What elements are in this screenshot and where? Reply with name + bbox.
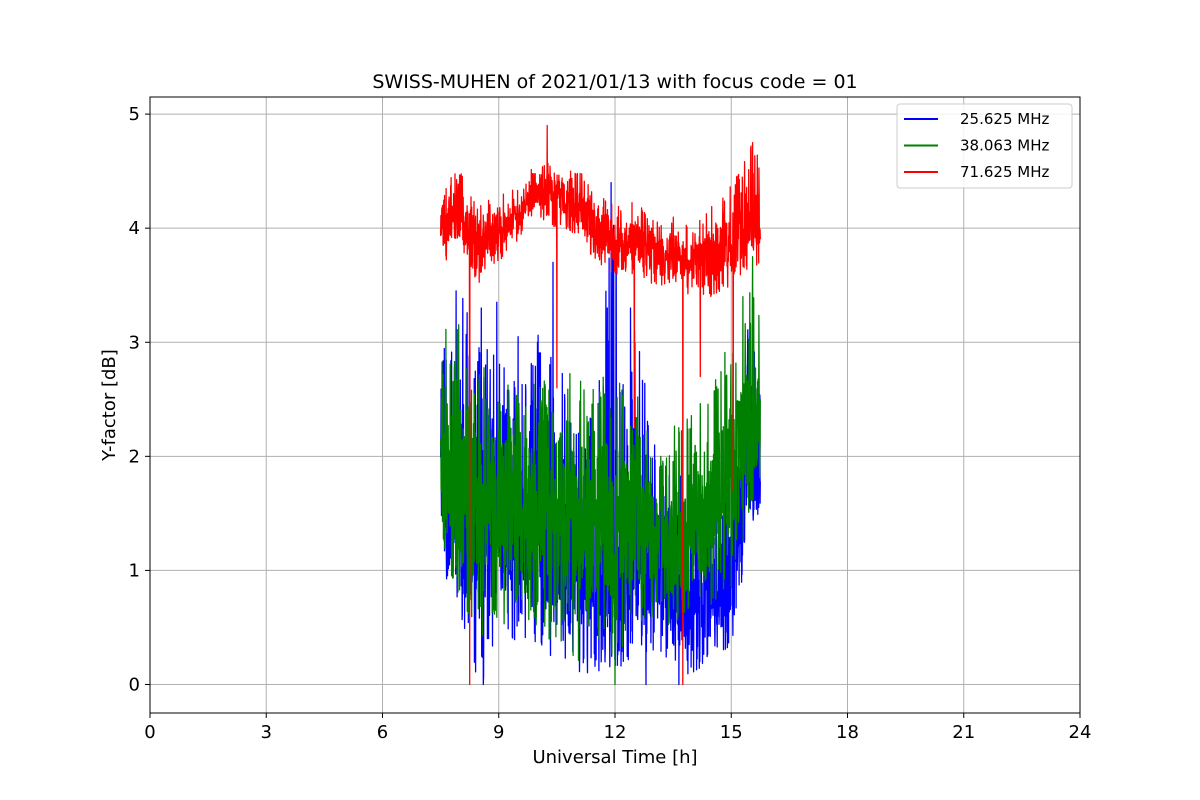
x-tick-label: 12 — [604, 722, 627, 743]
x-tick-label: 6 — [377, 722, 388, 743]
legend-frame — [896, 103, 1073, 189]
y-tick-label: 3 — [129, 332, 140, 353]
series-line-2 — [439, 256, 761, 686]
x-tick-label: 18 — [836, 722, 859, 743]
x-tick-label: 0 — [144, 722, 155, 743]
chart-title: SWISS-MUHEN of 2021/01/13 with focus cod… — [372, 71, 857, 93]
series-layer — [439, 124, 761, 686]
x-axis-ticks: 0 3 6 9 12 15 18 21 24 — [144, 713, 1091, 743]
y-tick-label: 0 — [129, 674, 140, 695]
x-tick-label: 9 — [493, 722, 504, 743]
x-tick-label: 3 — [261, 722, 272, 743]
x-axis-label: Universal Time [h] — [532, 747, 697, 768]
y-axis-label: Y-factor [dB] — [99, 349, 120, 462]
legend: 25.625 MHz 38.063 MHz 71.625 MHz — [896, 103, 1073, 189]
legend-label: 38.063 MHz — [960, 137, 1049, 155]
y-axis-ticks: 0 1 2 3 4 5 — [129, 104, 150, 695]
y-tick-label: 1 — [129, 560, 140, 581]
legend-label: 25.625 MHz — [960, 110, 1049, 128]
y-tick-label: 4 — [129, 218, 140, 239]
x-tick-label: 21 — [952, 722, 975, 743]
y-tick-label: 5 — [129, 104, 140, 125]
y-tick-label: 2 — [129, 446, 140, 467]
series-line-3 — [439, 124, 761, 686]
x-tick-label: 24 — [1069, 722, 1092, 743]
legend-label: 71.625 MHz — [960, 163, 1049, 181]
x-tick-label: 15 — [720, 722, 743, 743]
